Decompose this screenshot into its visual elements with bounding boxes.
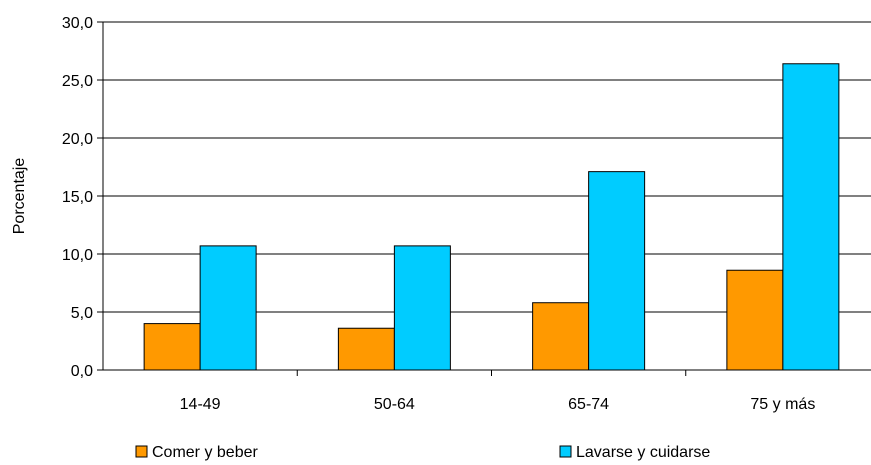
legend-swatch	[559, 445, 572, 458]
bar-comer-y-beber	[726, 269, 784, 371]
bar-comer-y-beber	[143, 323, 201, 371]
y-tick-label: 30,0	[62, 15, 93, 32]
y-tick-label: 25,0	[62, 73, 93, 90]
legend: Comer y beber Lavarse y cuidarse	[135, 444, 710, 461]
y-tick-label: 5,0	[71, 305, 93, 322]
bars	[143, 63, 840, 371]
y-axis-title: Porcentaje	[11, 158, 28, 235]
y-tick-label: 10,0	[62, 247, 93, 264]
bar-lavarse-y-cuidarse	[588, 171, 646, 371]
legend-label: Comer y beber	[152, 444, 258, 461]
legend-swatch	[135, 445, 148, 458]
bar-lavarse-y-cuidarse	[393, 245, 451, 371]
x-tick-label: 75 y más	[750, 396, 815, 413]
x-tick-label: 65-74	[568, 396, 609, 413]
x-tick-label: 14-49	[180, 396, 221, 413]
x-tick-labels: 14-49 50-64 65-74 75 y más	[180, 396, 816, 413]
x-tick-label: 50-64	[374, 396, 415, 413]
y-tick-label: 20,0	[62, 131, 93, 148]
bar-lavarse-y-cuidarse	[782, 63, 840, 371]
bar-comer-y-beber	[532, 302, 590, 371]
axes	[102, 22, 871, 371]
bar-lavarse-y-cuidarse	[199, 245, 257, 371]
y-tick-label: 15,0	[62, 189, 93, 206]
y-tick-label: 0,0	[71, 363, 93, 380]
y-tick-labels: 0,0 5,0 10,0 15,0 20,0 25,0 30,0	[62, 15, 93, 380]
legend-label: Lavarse y cuidarse	[576, 444, 710, 461]
bar-comer-y-beber	[337, 327, 395, 371]
